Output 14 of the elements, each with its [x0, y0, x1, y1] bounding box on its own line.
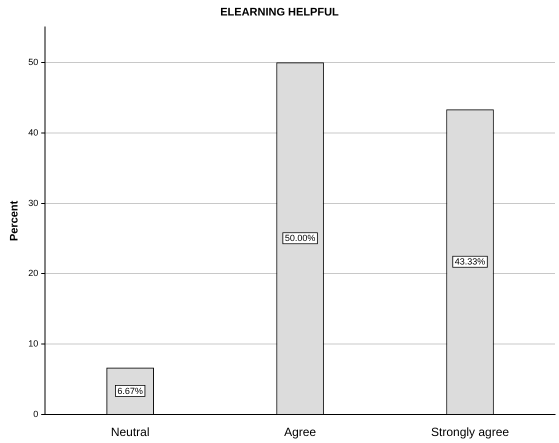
x-tick-label: Strongly agree — [431, 425, 510, 440]
data-label: 43.33% — [454, 256, 486, 267]
data-label: 50.00% — [284, 233, 316, 244]
x-tick-label: Neutral — [110, 425, 150, 440]
y-tick-label: 30 — [28, 198, 38, 208]
x-tick-label: Agree — [284, 425, 316, 440]
data-label: 6.67% — [117, 386, 143, 396]
y-tick-label: 20 — [28, 268, 38, 278]
y-tick-label: 0 — [33, 409, 38, 420]
y-tick-label: 10 — [28, 338, 38, 349]
chart-title: ELEARNING HELPFUL — [220, 6, 340, 19]
y-axis-title: Percent — [8, 200, 21, 242]
y-tick-label: 50 — [28, 56, 38, 67]
y-tick-label: 40 — [28, 127, 38, 138]
